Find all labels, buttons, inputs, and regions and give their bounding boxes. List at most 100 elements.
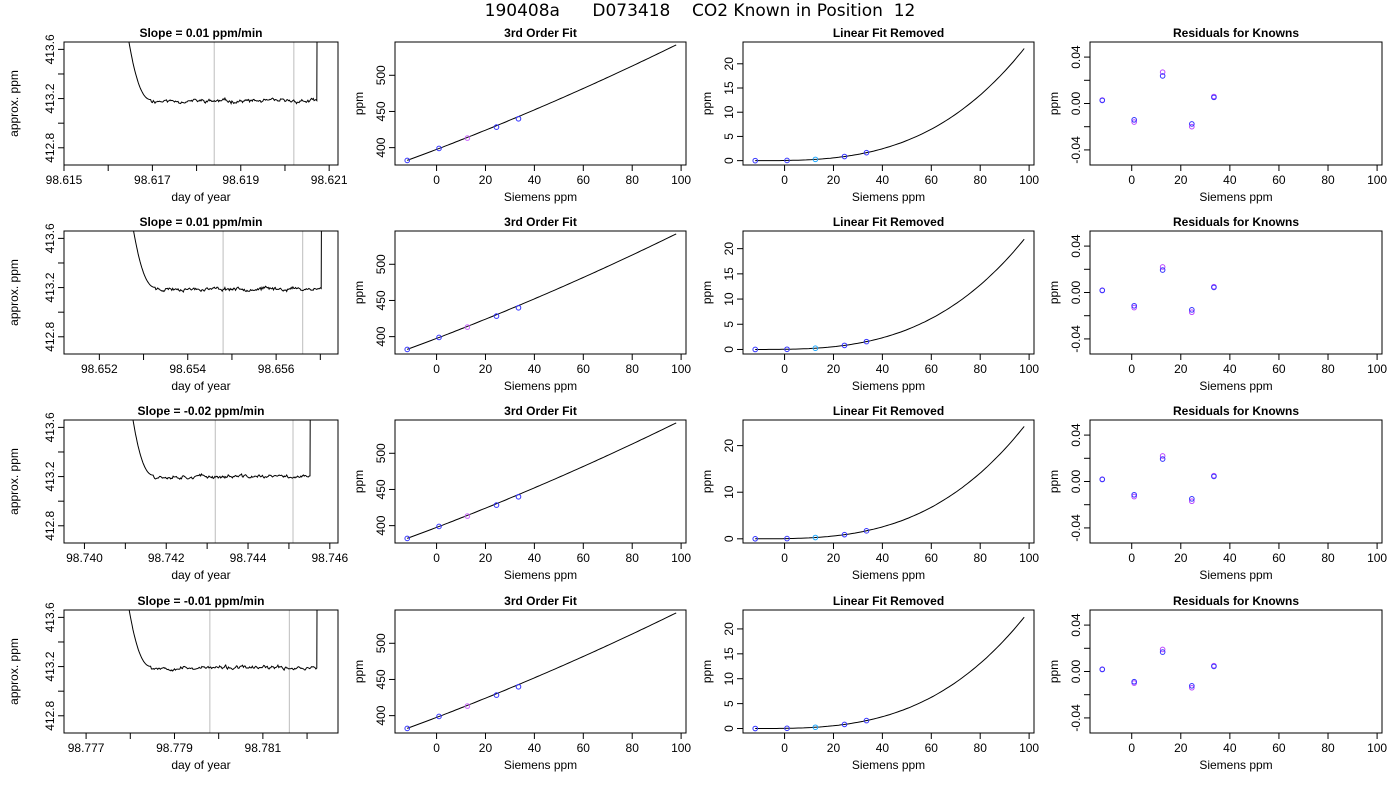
data-point <box>515 493 522 500</box>
panel-11: Linear Fit Removed 0 20 40 60 80 100 0 10 20 Sieme… <box>700 404 1039 582</box>
y-tick-label: 413.2 <box>43 651 57 681</box>
y-axis-label: ppm <box>1047 92 1061 115</box>
x-tick-label: 0 <box>1128 741 1135 755</box>
data-point <box>1131 493 1137 500</box>
plot-frame <box>1089 41 1383 166</box>
plot-frame <box>394 609 687 734</box>
panel-1: Slope = 0.01 ppm/min 98.615 98.617 98.619 98… <box>7 26 348 204</box>
data-point <box>1099 97 1106 104</box>
panel-title: Residuals for Knowns <box>1173 594 1299 608</box>
x-axis-label: Siemens ppm <box>1199 568 1272 582</box>
plot-frame <box>63 230 339 355</box>
x-tick-label: 0 <box>433 173 440 187</box>
y-tick-label: 500 <box>374 443 388 463</box>
data-point <box>404 346 411 353</box>
x-tick-label: 40 <box>876 551 890 565</box>
y-tick-label: 0.04 <box>1069 613 1083 637</box>
y-axis-label: ppm <box>1047 470 1061 493</box>
x-tick-label: 80 <box>1321 551 1335 565</box>
x-axis-label: Siemens ppm <box>504 190 577 204</box>
y-tick-label: 0.04 <box>1069 234 1083 258</box>
y-axis-label: ppm <box>352 660 366 683</box>
y-tick-label: 0 <box>722 535 736 542</box>
x-tick-label: 0 <box>1128 173 1135 187</box>
data-point <box>464 135 471 141</box>
x-axis-label: Siemens ppm <box>1199 379 1272 393</box>
x-tick-label: 40 <box>1223 551 1237 565</box>
y-tick-label: 0.00 <box>1069 469 1083 493</box>
y-tick-label: 10 <box>722 105 736 119</box>
data-point <box>841 531 848 538</box>
x-tick-label: 60 <box>1272 362 1286 376</box>
y-axis-label: ppm <box>700 281 714 304</box>
y-tick-label: 15 <box>722 647 736 661</box>
panel-3: Linear Fit Removed 0 20 40 60 80 100 0 5 10 15 20 Si… <box>700 26 1039 204</box>
y-tick-label: 412.8 <box>43 321 57 351</box>
y-axis-label: ppm <box>700 92 714 115</box>
y-tick-label: 400 <box>374 515 388 535</box>
x-tick-label: 100 <box>671 551 691 565</box>
plot-frame <box>742 41 1035 166</box>
fit-curve <box>755 48 1025 162</box>
x-axis-label: Siemens ppm <box>1199 758 1272 772</box>
data-point <box>1099 476 1106 483</box>
panel-title: Residuals for Knowns <box>1173 215 1299 229</box>
x-tick-label: 80 <box>626 362 640 376</box>
data-point <box>464 703 471 709</box>
x-tick-label: 98.652 <box>81 362 118 376</box>
y-tick-label: 20 <box>722 57 736 71</box>
x-tick-label: 100 <box>1367 362 1387 376</box>
x-tick-label: 100 <box>1367 551 1387 565</box>
data-point <box>812 345 819 352</box>
x-tick-label: 98.779 <box>156 741 193 755</box>
x-tick-label: 40 <box>528 173 542 187</box>
panel-5: Slope = 0.01 ppm/min 98.652 98.654 98.656 41… <box>7 215 339 393</box>
data-point <box>812 724 819 731</box>
x-tick-label: 80 <box>626 551 640 565</box>
x-tick-label: 0 <box>1128 551 1135 565</box>
data-point <box>436 145 442 152</box>
plot-area <box>752 616 1025 732</box>
x-tick-label: 60 <box>577 173 591 187</box>
panel-10: 3rd Order Fit 0 20 40 60 80 100 400 450 500 Siemen… <box>352 404 691 582</box>
data-point <box>436 713 442 720</box>
x-tick-label: 0 <box>433 362 440 376</box>
x-tick-label: 0 <box>781 173 788 187</box>
x-tick-label: 40 <box>876 362 890 376</box>
data-point <box>863 528 870 534</box>
x-tick-label: 0 <box>781 741 788 755</box>
data-point <box>1131 302 1137 309</box>
x-tick-label: 80 <box>1321 362 1335 376</box>
plot-area <box>752 426 1025 542</box>
y-axis-label: ppm <box>700 660 714 683</box>
y-tick-label: 450 <box>374 290 388 310</box>
y-tick-label: 413.6 <box>43 412 57 442</box>
y-tick-label: 0 <box>722 157 736 164</box>
x-tick-label: 40 <box>528 551 542 565</box>
x-tick-label: 98.746 <box>311 551 348 565</box>
data-point <box>1189 682 1195 689</box>
y-axis-label: ppm <box>352 281 366 304</box>
y-axis-label: approx. ppm <box>7 70 21 137</box>
y-tick-label: 412.8 <box>43 700 57 730</box>
plot-area <box>404 44 677 164</box>
x-tick-label: 80 <box>626 741 640 755</box>
plot-area <box>133 231 322 354</box>
panel-2: 3rd Order Fit 0 20 40 60 80 100 400 450 500 Siemen… <box>352 26 691 204</box>
plot-frame <box>394 41 687 166</box>
x-tick-label: 100 <box>1019 362 1039 376</box>
y-tick-label: 413.2 <box>43 83 57 113</box>
data-point <box>1211 284 1217 291</box>
x-tick-label: 98.654 <box>169 362 206 376</box>
data-point <box>515 304 522 311</box>
x-axis-label: Siemens ppm <box>504 758 577 772</box>
x-tick-label: 40 <box>1223 173 1237 187</box>
fit-curve <box>407 233 677 350</box>
y-tick-label: 5 <box>722 133 736 140</box>
x-tick-label: 20 <box>827 362 841 376</box>
x-tick-label: 40 <box>528 741 542 755</box>
plot-frame <box>63 609 339 734</box>
data-point <box>752 725 759 732</box>
y-tick-label: 500 <box>374 65 388 85</box>
plot-area <box>1099 646 1217 691</box>
